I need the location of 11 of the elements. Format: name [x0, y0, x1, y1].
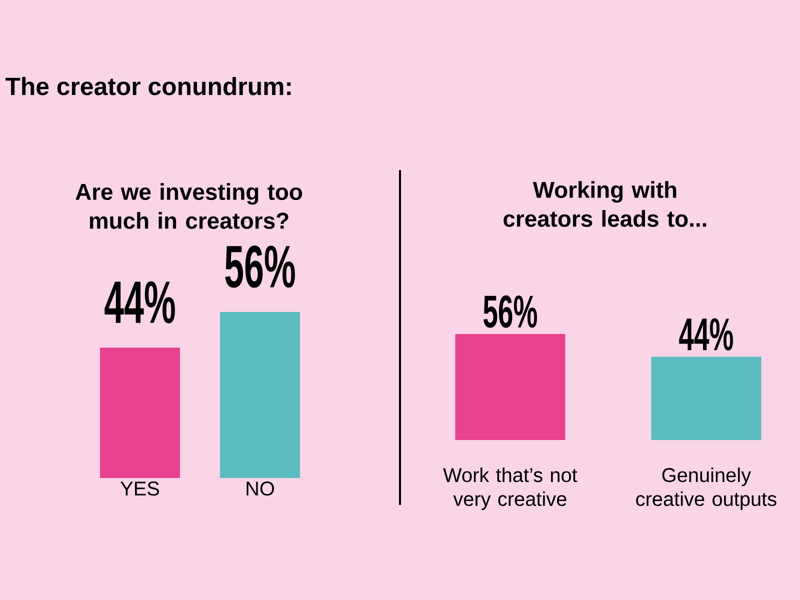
chart-title: Working with creators leads to...	[504, 181, 706, 227]
x-tick-label: NO	[246, 482, 274, 496]
data-label: 56%	[484, 295, 537, 328]
x-tick-label: Genuinely creative outputs	[636, 468, 776, 510]
data-label: 44%	[679, 318, 733, 351]
x-tick-label: YES	[120, 482, 160, 496]
data-label: 44%	[104, 281, 175, 324]
x-tick-label: Work that’s not very creative	[443, 468, 578, 510]
text: The creator conundrum:	[5, 76, 291, 96]
chart-title: Are we investing too much in creators?	[76, 183, 302, 229]
data-label: 56%	[225, 245, 295, 288]
